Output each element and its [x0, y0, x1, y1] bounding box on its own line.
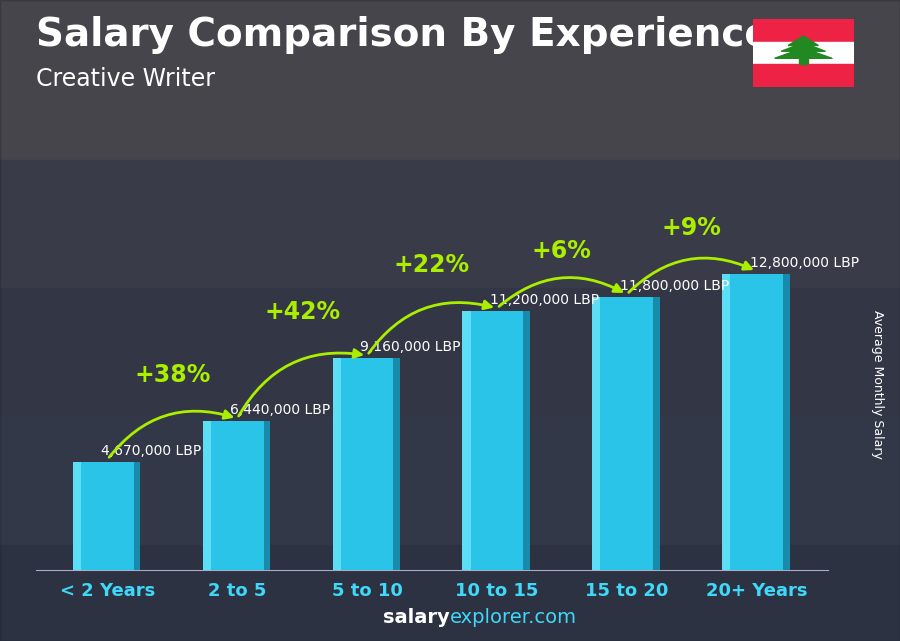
Bar	[463, 311, 471, 570]
Bar	[0, 417, 900, 545]
Text: 4,670,000 LBP: 4,670,000 LBP	[101, 444, 201, 458]
Bar	[264, 421, 270, 570]
Bar	[752, 42, 854, 64]
Bar	[0, 288, 900, 417]
Bar	[393, 358, 400, 570]
Bar	[0, 179, 315, 385]
Bar	[730, 274, 783, 570]
Text: Salary Comparison By Experience: Salary Comparison By Experience	[36, 16, 770, 54]
Bar	[799, 56, 807, 64]
Bar	[333, 358, 341, 570]
Text: 9,160,000 LBP: 9,160,000 LBP	[360, 340, 461, 354]
Text: +42%: +42%	[264, 300, 340, 324]
Bar	[471, 311, 523, 570]
Text: +38%: +38%	[134, 363, 211, 387]
Text: 11,200,000 LBP: 11,200,000 LBP	[491, 293, 599, 307]
Text: 11,800,000 LBP: 11,800,000 LBP	[620, 279, 729, 293]
Bar	[752, 19, 854, 42]
Bar	[600, 297, 653, 570]
Bar	[592, 297, 600, 570]
Bar	[81, 462, 134, 570]
Bar	[752, 64, 854, 87]
Bar	[0, 160, 900, 288]
Text: salary: salary	[383, 608, 450, 627]
Bar	[211, 421, 264, 570]
Polygon shape	[788, 36, 818, 46]
Text: 12,800,000 LBP: 12,800,000 LBP	[750, 256, 859, 270]
Text: 6,440,000 LBP: 6,440,000 LBP	[230, 403, 330, 417]
Text: explorer.com: explorer.com	[450, 608, 577, 627]
Bar	[341, 358, 393, 570]
Text: Average Monthly Salary: Average Monthly Salary	[871, 310, 884, 459]
Polygon shape	[781, 43, 825, 51]
Bar	[722, 274, 730, 570]
Bar	[653, 297, 660, 570]
Text: +6%: +6%	[532, 239, 592, 263]
Bar	[0, 0, 900, 179]
Polygon shape	[775, 48, 832, 58]
Bar	[0, 545, 900, 641]
Bar	[134, 462, 140, 570]
Bar	[73, 462, 81, 570]
Bar	[783, 274, 789, 570]
Text: Creative Writer: Creative Writer	[36, 67, 215, 91]
Bar	[523, 311, 530, 570]
Text: +9%: +9%	[662, 216, 722, 240]
Text: +22%: +22%	[394, 253, 470, 277]
Bar	[202, 421, 211, 570]
Bar	[0, 0, 900, 160]
